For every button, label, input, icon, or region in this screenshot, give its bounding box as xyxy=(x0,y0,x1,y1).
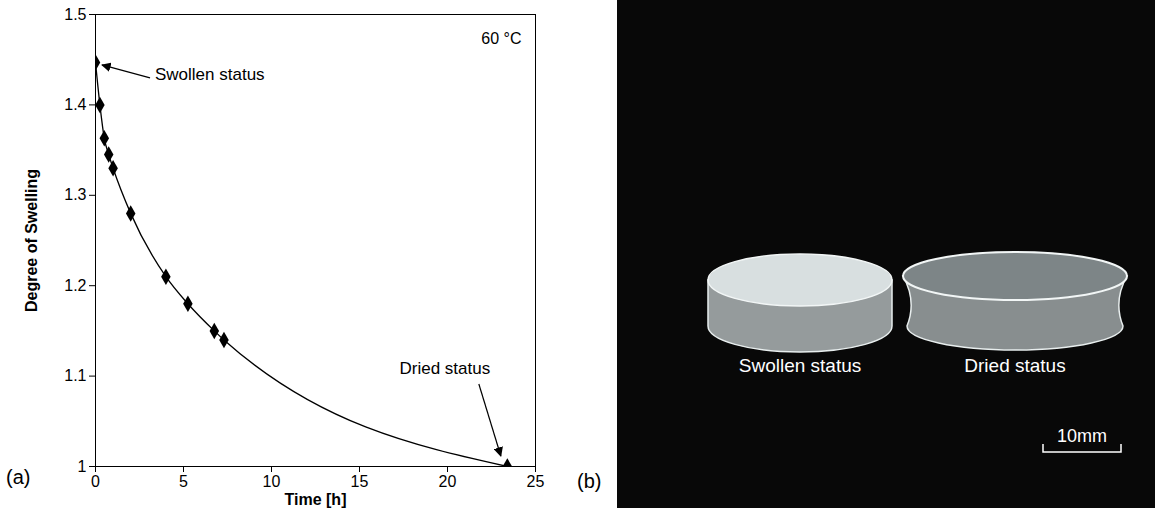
svg-text:5: 5 xyxy=(179,473,188,490)
svg-text:25: 25 xyxy=(527,473,545,490)
html-text:(a): (a) xyxy=(6,466,31,488)
svg-text:(b): (b) xyxy=(577,470,601,492)
svg-text:15: 15 xyxy=(351,473,369,490)
svg-text:1.2: 1.2 xyxy=(64,277,86,294)
svg-text:Swollen status: Swollen status xyxy=(739,355,862,376)
svg-text:60 °C: 60 °C xyxy=(481,30,521,47)
svg-text:1.5: 1.5 xyxy=(64,6,86,23)
svg-text:1.3: 1.3 xyxy=(64,186,86,203)
svg-text:Swollen status: Swollen status xyxy=(155,65,265,84)
svg-text:1: 1 xyxy=(78,458,87,475)
svg-text:10: 10 xyxy=(263,473,281,490)
svg-text:1.4: 1.4 xyxy=(64,96,86,113)
svg-text:Degree of Swelling: Degree of Swelling xyxy=(23,169,40,312)
svg-text:1.1: 1.1 xyxy=(64,367,86,384)
svg-text:Dried status: Dried status xyxy=(399,359,490,378)
svg-text:Dried status: Dried status xyxy=(964,355,1065,376)
svg-text:0: 0 xyxy=(91,473,100,490)
svg-text:10mm: 10mm xyxy=(1057,426,1107,446)
svg-text:Time [h]: Time [h] xyxy=(285,491,347,508)
svg-text:20: 20 xyxy=(439,473,457,490)
